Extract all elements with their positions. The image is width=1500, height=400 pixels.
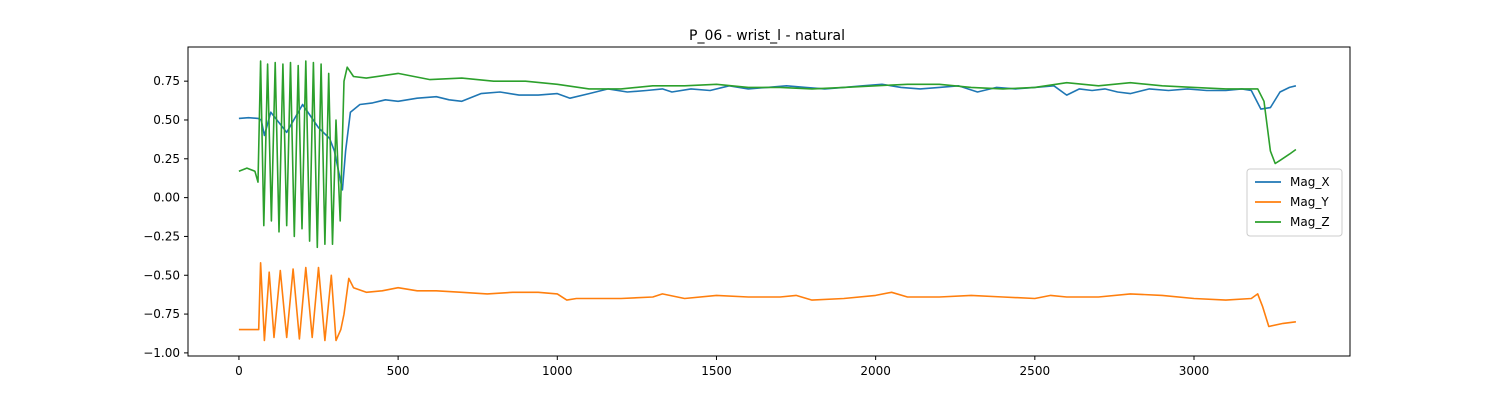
x-tick-label: 2000 <box>860 364 891 378</box>
legend-label-mag-x: Mag_X <box>1290 175 1330 189</box>
y-tick-label: 0.25 <box>153 152 180 166</box>
series-line-mag-z <box>238 60 1297 249</box>
legend-label-mag-y: Mag_Y <box>1290 195 1329 209</box>
y-tick-label: −0.50 <box>143 268 180 282</box>
y-tick-label: 0.50 <box>153 113 180 127</box>
legend-frame <box>1246 168 1343 237</box>
x-tick-label: 2500 <box>1020 364 1051 378</box>
y-tick-label: −0.75 <box>143 307 180 321</box>
y-tick-label: −1.00 <box>143 346 180 360</box>
series-line-mag-x <box>238 83 1297 191</box>
x-tick-label: 3000 <box>1179 364 1210 378</box>
y-axis: −1.00 −0.75 −0.50 −0.25 0.00 0.25 0.50 0.75 <box>143 74 188 360</box>
y-tick-label: 0.75 <box>153 74 180 88</box>
legend: Mag_X Mag_Y Mag_Z <box>1246 168 1343 237</box>
plot-area <box>238 60 1297 342</box>
y-tick-label: −0.25 <box>143 229 180 243</box>
chart-title: P_06 - wrist_l - natural <box>689 28 845 44</box>
series-line-mag-y <box>238 262 1296 342</box>
legend-label-mag-z: Mag_Z <box>1290 215 1330 229</box>
x-axis: 0 500 1000 1500 2000 2500 3000 <box>235 356 1209 378</box>
x-tick-label: 1000 <box>542 364 573 378</box>
axes-frame <box>187 46 1351 357</box>
x-tick-label: 0 <box>235 364 243 378</box>
x-tick-label: 500 <box>387 364 410 378</box>
x-tick-label: 1500 <box>701 364 732 378</box>
y-tick-label: 0.00 <box>153 191 180 205</box>
